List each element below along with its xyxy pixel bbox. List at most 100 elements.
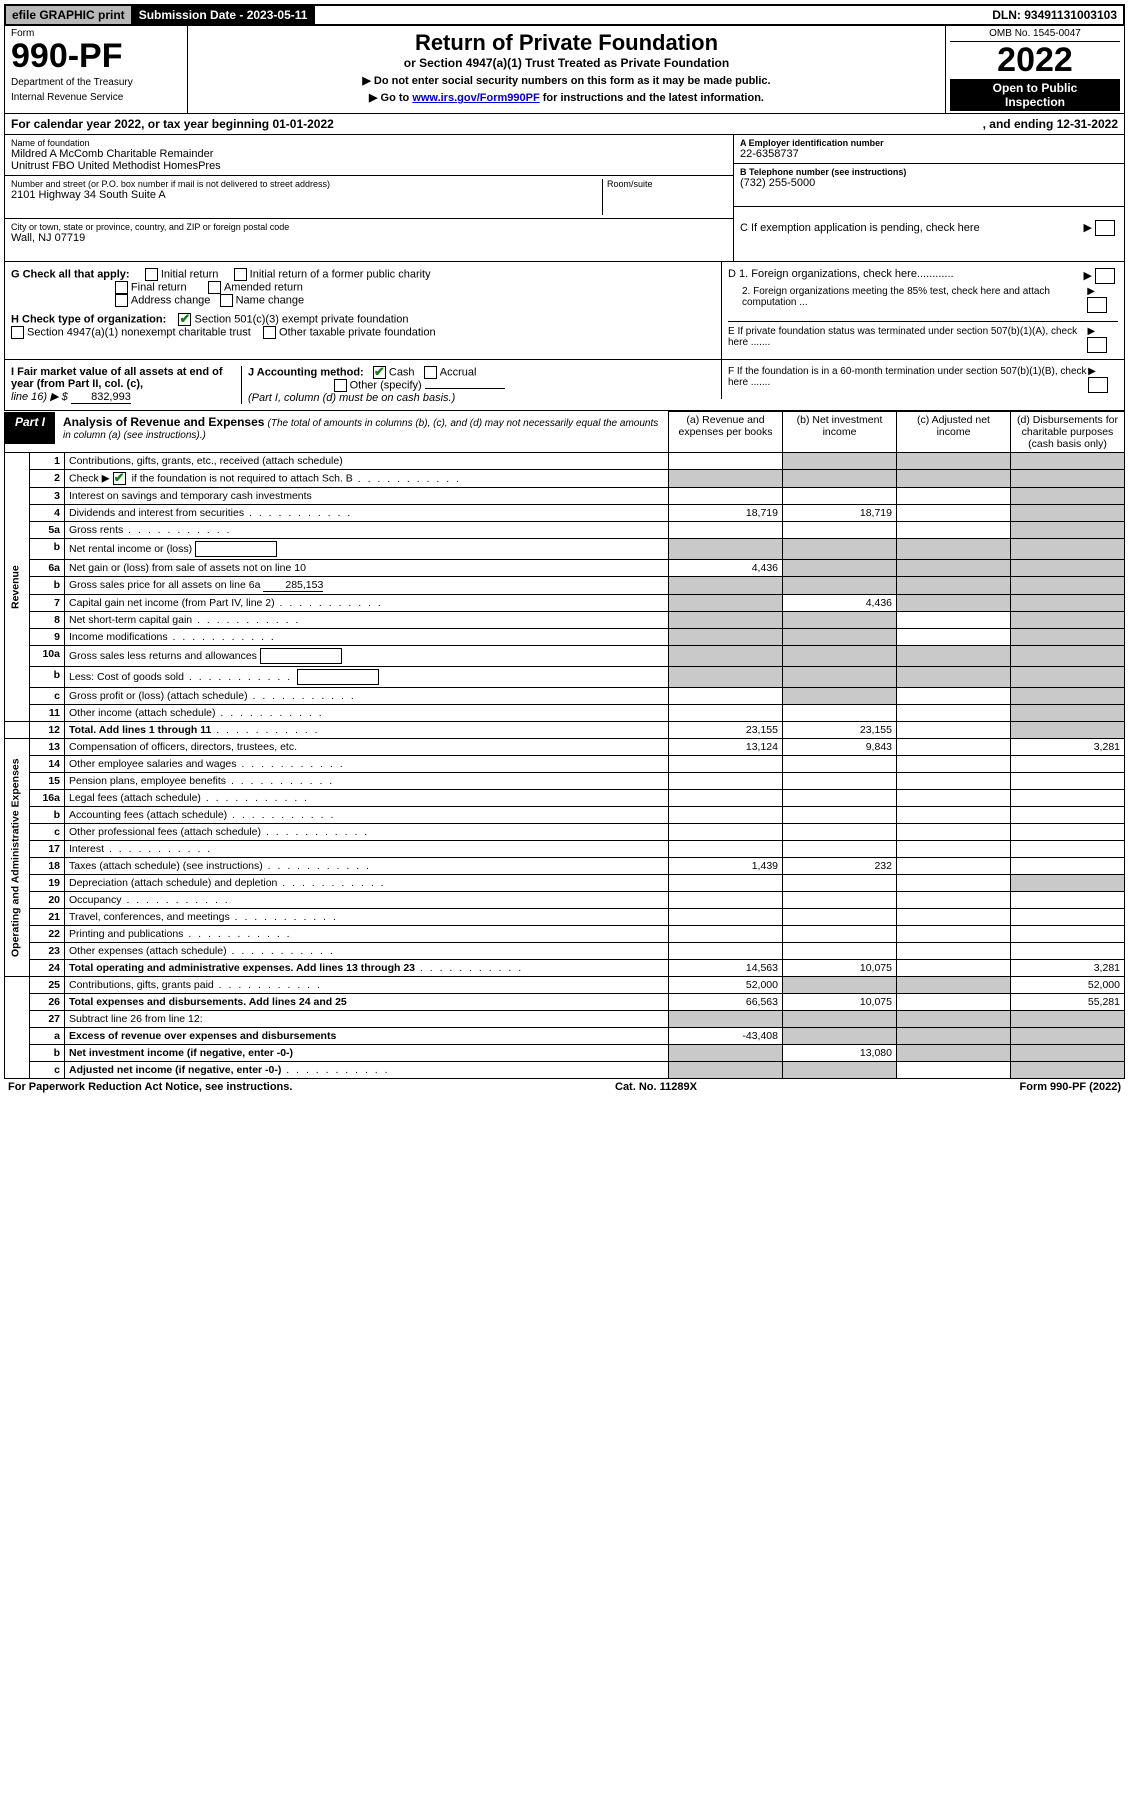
amt (1011, 773, 1125, 790)
address-change-checkbox[interactable] (115, 294, 128, 307)
line-desc: Subtract line 26 from line 12: (65, 1011, 669, 1028)
line-desc: Capital gain net income (from Part IV, l… (65, 595, 669, 612)
final-return-checkbox[interactable] (115, 281, 128, 294)
f-checkbox[interactable] (1088, 377, 1108, 393)
line-desc: Net investment income (if negative, ente… (65, 1045, 669, 1062)
4947a1-checkbox[interactable] (11, 326, 24, 339)
amt: 10,075 (783, 960, 897, 977)
amt (1011, 875, 1125, 892)
amt (783, 790, 897, 807)
row-5b: bNet rental income or (loss) (5, 539, 1125, 560)
e-arrow: ▶ (1087, 326, 1118, 353)
amended-return-checkbox[interactable] (208, 281, 221, 294)
amt (669, 688, 783, 705)
line-desc: Total. Add lines 1 through 11 (65, 722, 669, 739)
col-b-head: (b) Net investment income (783, 412, 897, 453)
amt (897, 875, 1011, 892)
amt (897, 773, 1011, 790)
line-desc: Depreciation (attach schedule) and deple… (65, 875, 669, 892)
efile-print-button[interactable]: efile GRAPHIC print (6, 6, 133, 24)
tax-year: 2022 (950, 42, 1120, 79)
amt (1011, 824, 1125, 841)
other-method-checkbox[interactable] (334, 379, 347, 392)
line-desc: Gross sales price for all assets on line… (65, 577, 669, 595)
amt (669, 612, 783, 629)
f-label: F If the foundation is in a 60-month ter… (728, 366, 1088, 393)
amt (897, 858, 1011, 875)
line-no: 18 (30, 858, 65, 875)
part-title: Analysis of Revenue and Expenses (The to… (55, 412, 668, 444)
line-no: b (30, 1045, 65, 1062)
name-change-checkbox[interactable] (220, 294, 233, 307)
amt: 18,719 (783, 505, 897, 522)
i-label: I Fair market value of all assets at end… (11, 366, 223, 390)
amt (669, 595, 783, 612)
line-desc: Income modifications (65, 629, 669, 646)
amt (1011, 595, 1125, 612)
amt (783, 488, 897, 505)
amt (669, 943, 783, 960)
amt (669, 470, 783, 488)
amt (1011, 539, 1125, 560)
initial-former-checkbox[interactable] (234, 268, 247, 281)
line-desc: Travel, conferences, and meetings (65, 909, 669, 926)
other-taxable-label: Other taxable private foundation (279, 327, 436, 339)
line-no: 16a (30, 790, 65, 807)
i-line: line 16) ▶ $ (11, 391, 68, 403)
h-row: H Check type of organization: Section 50… (11, 313, 715, 339)
line-no: 20 (30, 892, 65, 909)
amt (897, 646, 1011, 667)
accrual-checkbox[interactable] (424, 366, 437, 379)
amt (897, 892, 1011, 909)
amt (897, 1045, 1011, 1062)
501c3-checkbox[interactable] (178, 313, 191, 326)
amt (669, 1062, 783, 1079)
footer: For Paperwork Reduction Act Notice, see … (4, 1079, 1125, 1095)
line-no: c (30, 688, 65, 705)
initial-return-checkbox[interactable] (145, 268, 158, 281)
line-no: 12 (30, 722, 65, 739)
amt: 52,000 (669, 977, 783, 994)
tel-cell: B Telephone number (see instructions) (7… (734, 164, 1124, 207)
tel-value: (732) 255-5000 (740, 177, 1118, 189)
amt (1011, 453, 1125, 470)
4947a1-label: Section 4947(a)(1) nonexempt charitable … (27, 327, 251, 339)
line-desc: Printing and publications (65, 926, 669, 943)
form-subtitle: or Section 4947(a)(1) Trust Treated as P… (194, 56, 939, 70)
other-taxable-checkbox[interactable] (263, 326, 276, 339)
row-13: Operating and Administrative Expenses 13… (5, 739, 1125, 756)
cash-checkbox[interactable] (373, 366, 386, 379)
calendar-year-row: For calendar year 2022, or tax year begi… (4, 114, 1125, 135)
schb-checkbox[interactable] (113, 472, 126, 485)
cal-year-right: , and ending 12-31-2022 (983, 117, 1118, 131)
e-label: E If private foundation status was termi… (728, 326, 1087, 353)
amt (897, 943, 1011, 960)
d2-checkbox[interactable] (1087, 297, 1107, 313)
amt: 18,719 (669, 505, 783, 522)
amt (669, 1011, 783, 1028)
entity-left: Name of foundation Mildred A McComb Char… (5, 135, 733, 261)
amt (669, 577, 783, 595)
amt: -43,408 (669, 1028, 783, 1045)
row-24: 24Total operating and administrative exp… (5, 960, 1125, 977)
c-checkbox[interactable] (1095, 220, 1115, 236)
amt: 3,281 (1011, 960, 1125, 977)
amt (783, 943, 897, 960)
check-section-g: G Check all that apply: Initial return I… (4, 262, 1125, 360)
col-c-head: (c) Adjusted net income (897, 412, 1011, 453)
amt (783, 926, 897, 943)
row-10c: cGross profit or (loss) (attach schedule… (5, 688, 1125, 705)
city-value: Wall, NJ 07719 (11, 232, 727, 244)
amt (897, 612, 1011, 629)
10b-box (297, 669, 379, 685)
footer-mid: Cat. No. 11289X (615, 1081, 697, 1093)
amended-return-label: Amended return (224, 282, 303, 294)
f-row: F If the foundation is in a 60-month ter… (728, 366, 1118, 393)
amt (897, 1011, 1011, 1028)
e-checkbox[interactable] (1087, 337, 1107, 353)
line-no: 9 (30, 629, 65, 646)
d1-checkbox[interactable] (1095, 268, 1115, 284)
col-a-head: (a) Revenue and expenses per books (669, 412, 783, 453)
form990pf-link[interactable]: www.irs.gov/Form990PF (412, 92, 539, 104)
g-row: G Check all that apply: Initial return I… (11, 268, 715, 307)
